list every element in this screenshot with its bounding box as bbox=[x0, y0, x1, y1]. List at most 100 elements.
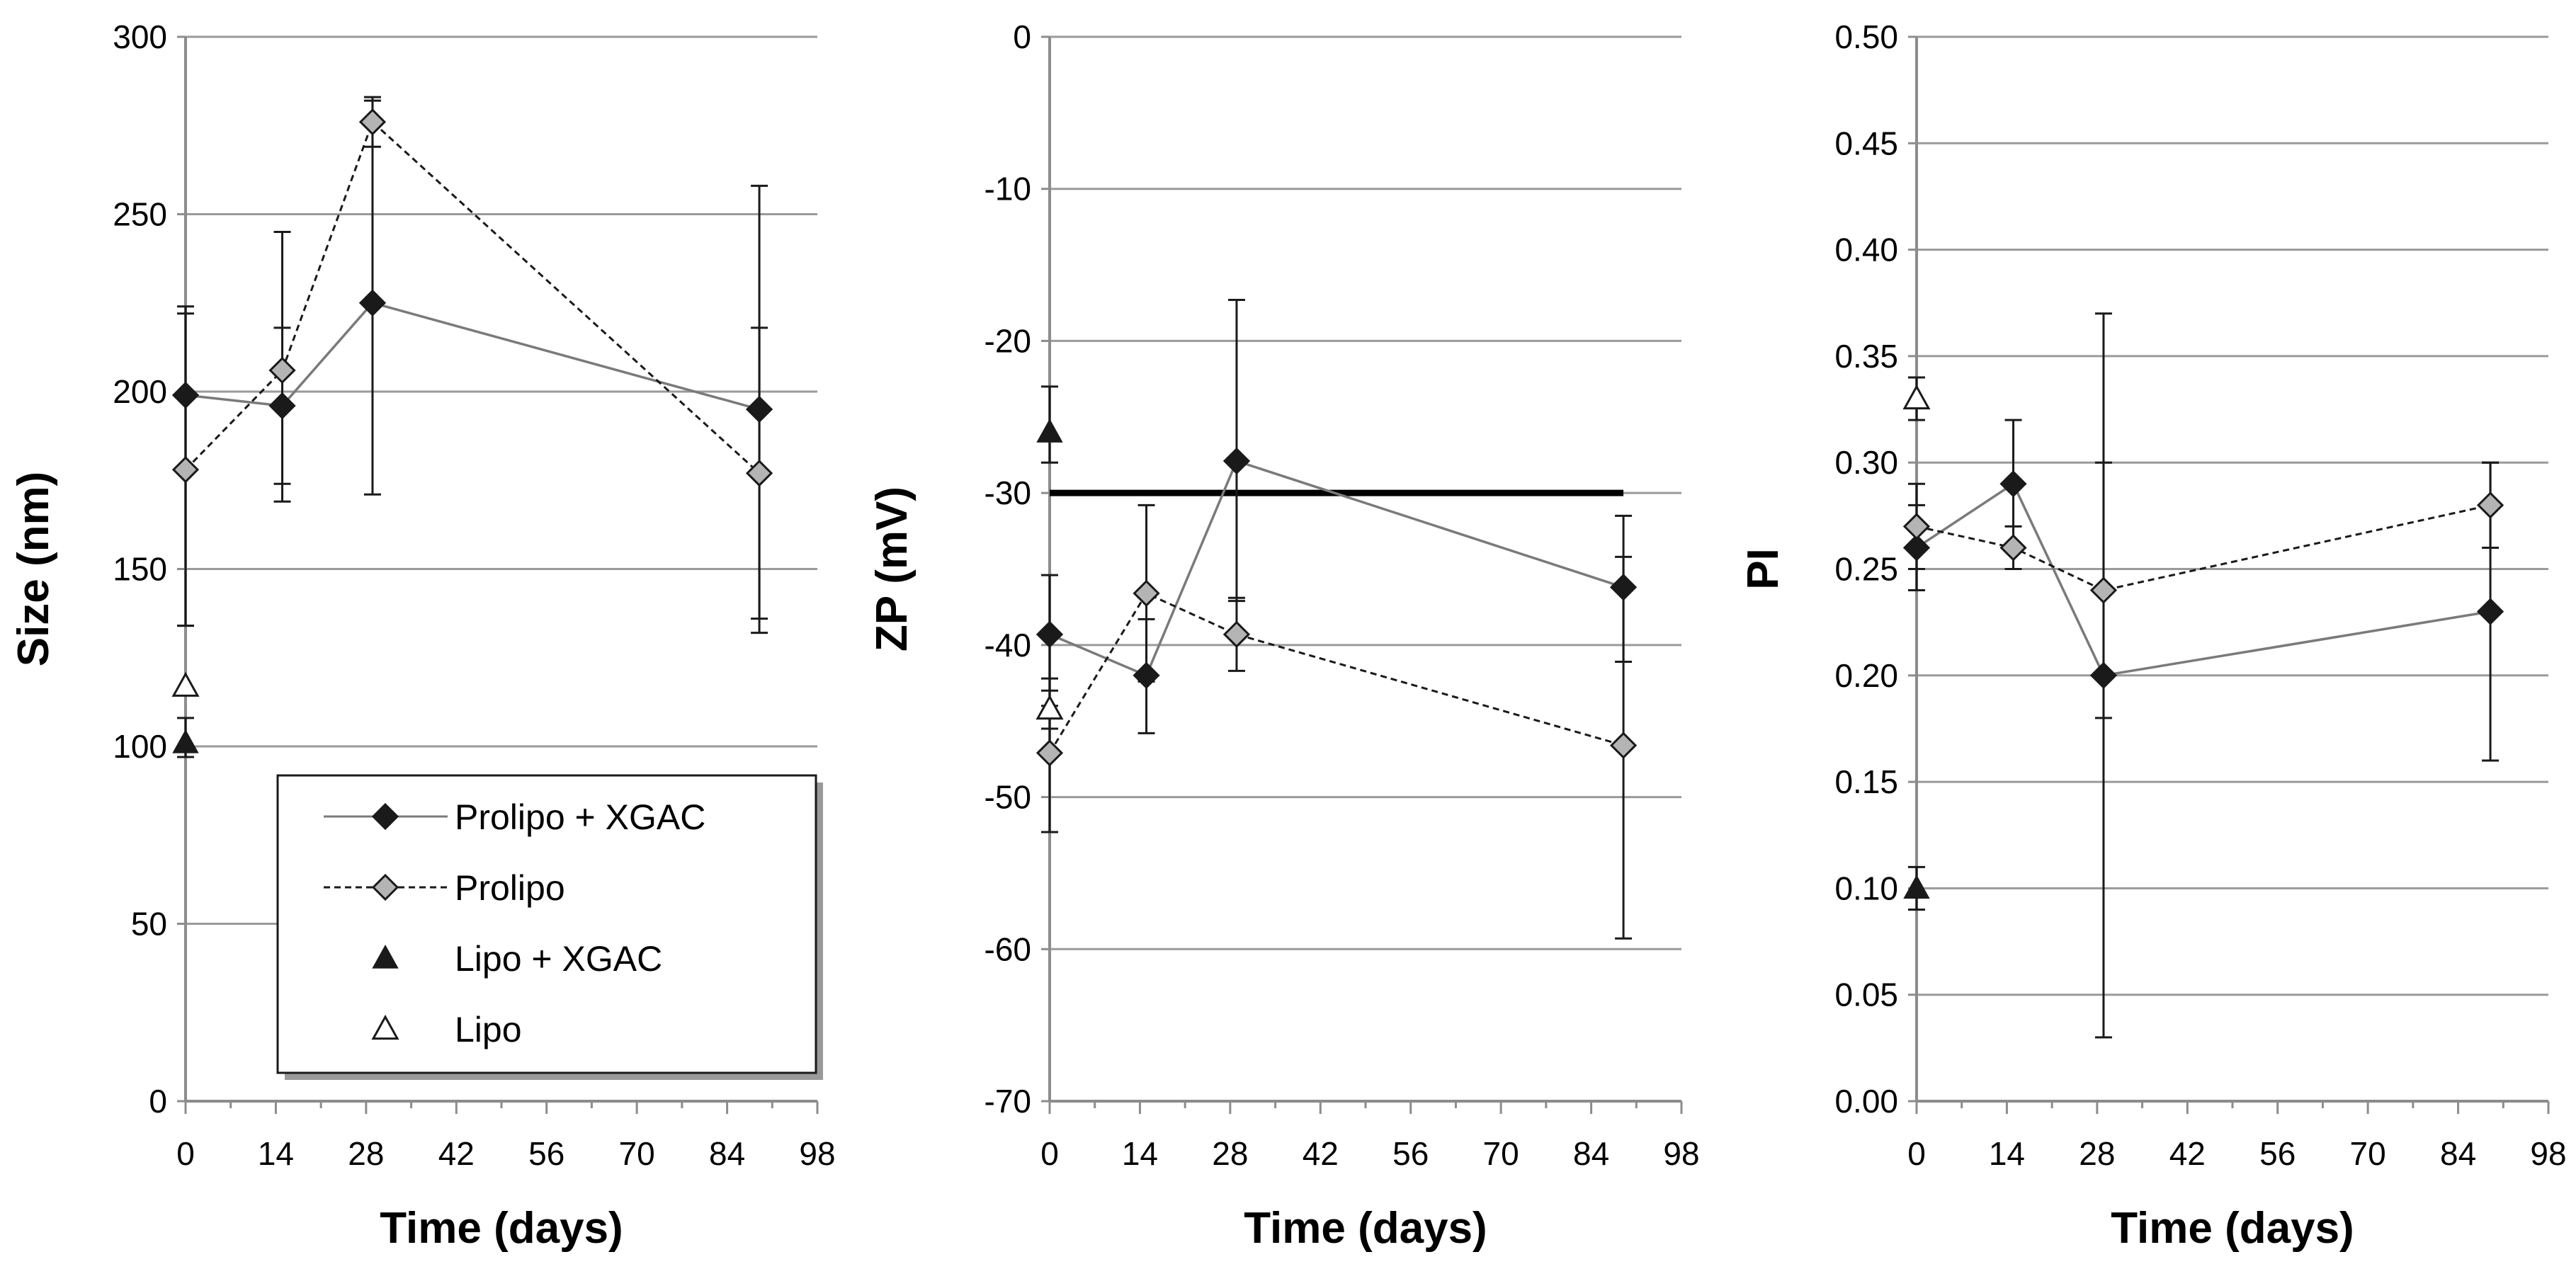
y-tick-label: 250 bbox=[113, 196, 167, 233]
y-tick-label: 0.05 bbox=[1834, 977, 1898, 1013]
chart-panel-size: 0 50 100 150 200 250 300 0 14 28 42 56 70 84 98 Time (d… bbox=[9, 18, 836, 1253]
series-prolipo bbox=[1035, 503, 1638, 940]
legend-marker bbox=[371, 1014, 399, 1040]
data-point bbox=[1902, 384, 1931, 410]
x-tick-label: 84 bbox=[1573, 1135, 1609, 1172]
data-point bbox=[2476, 598, 2504, 625]
data-point bbox=[745, 460, 773, 487]
y-axis-title: ZP (mV) bbox=[868, 486, 917, 651]
data-point bbox=[2476, 491, 2504, 519]
chart-panel-pi: 0.00 0.05 0.10 0.15 0.20 0.25 0.30 0.35 0.40 0.45… bbox=[1739, 18, 2567, 1253]
data-point bbox=[171, 456, 200, 484]
data-point bbox=[1035, 620, 1064, 648]
x-axis-title: Time (days) bbox=[1244, 1204, 1487, 1253]
series-lipo bbox=[171, 671, 200, 697]
y-tick-label: 0 bbox=[1013, 18, 1031, 55]
data-point bbox=[171, 671, 200, 697]
data-point bbox=[1133, 579, 1160, 607]
data-point bbox=[1036, 419, 1063, 443]
legend-label: Prolipo bbox=[455, 868, 565, 908]
legend-label: Prolipo + XGAC bbox=[455, 797, 705, 837]
data-point bbox=[1222, 620, 1251, 648]
y-axis-title: PI bbox=[1739, 548, 1788, 590]
series-prolipo bbox=[171, 96, 773, 627]
x-tick-label: 84 bbox=[709, 1135, 745, 1172]
x-tick-label: 42 bbox=[2169, 1135, 2206, 1172]
series-lipo bbox=[1035, 689, 1064, 730]
x-tick-label: 98 bbox=[1663, 1135, 1699, 1172]
series-line bbox=[1048, 591, 1624, 754]
y-tick-label: 0.20 bbox=[1834, 657, 1898, 694]
legend-marker bbox=[371, 873, 399, 901]
x-tick-label: 98 bbox=[2530, 1135, 2566, 1172]
x-tick-label: 70 bbox=[619, 1135, 655, 1172]
x-tick-label: 70 bbox=[1483, 1135, 1519, 1172]
data-point bbox=[358, 108, 387, 136]
x-tick-label: 0 bbox=[1907, 1135, 1926, 1172]
x-tick-label: 56 bbox=[1392, 1135, 1429, 1172]
x-tick-label: 28 bbox=[1212, 1135, 1248, 1172]
series-line bbox=[184, 120, 761, 474]
y-tick-label: 0.00 bbox=[1834, 1083, 1898, 1120]
legend-label: Lipo + XGAC bbox=[455, 939, 662, 979]
series-line bbox=[185, 301, 760, 411]
y-tick-label: 0.45 bbox=[1834, 125, 1898, 161]
data-point bbox=[268, 356, 296, 385]
chart-panel-zp: -70 -60 -50 -40 -30 -20 -10 0 0 14 28 42 56 70 84 98 Tim… bbox=[868, 18, 1700, 1253]
y-tick-label: -20 bbox=[985, 322, 1031, 359]
y-tick-label: -50 bbox=[985, 779, 1031, 816]
y-tick-label: 50 bbox=[131, 906, 167, 943]
x-tick-label: 14 bbox=[1989, 1135, 2025, 1172]
x-tick-label: 70 bbox=[2350, 1135, 2386, 1172]
y-tick-label: -70 bbox=[985, 1083, 1031, 1120]
y-tick-label: 300 bbox=[113, 18, 167, 55]
data-point bbox=[1609, 732, 1638, 759]
y-tick-label: -40 bbox=[985, 627, 1031, 664]
series-lipo_xgac bbox=[172, 717, 199, 758]
y-tick-label: 0.40 bbox=[1834, 232, 1898, 268]
series-lipo bbox=[1902, 376, 1931, 421]
x-tick-label: 98 bbox=[799, 1135, 835, 1172]
legend-marker bbox=[371, 802, 399, 831]
legend-label: Lipo bbox=[455, 1010, 522, 1049]
y-tick-label: 0 bbox=[149, 1083, 167, 1120]
y-tick-label: -10 bbox=[985, 171, 1031, 207]
data-point bbox=[172, 729, 199, 753]
data-point bbox=[1999, 470, 2027, 498]
data-point bbox=[1902, 513, 1931, 540]
y-tick-label: 0.30 bbox=[1834, 444, 1898, 481]
x-tick-label: 14 bbox=[1122, 1135, 1158, 1172]
data-point bbox=[358, 289, 387, 317]
legend-box bbox=[276, 774, 817, 1074]
series-line bbox=[1916, 482, 2491, 677]
y-tick-label: 0.35 bbox=[1834, 338, 1898, 375]
data-point bbox=[2089, 576, 2118, 604]
series-line bbox=[1916, 503, 2491, 592]
series-line bbox=[1049, 459, 1624, 678]
y-tick-label: 0.10 bbox=[1834, 870, 1898, 906]
y-tick-label: -30 bbox=[985, 474, 1031, 511]
data-point bbox=[1999, 534, 2027, 562]
x-tick-label: 42 bbox=[438, 1135, 475, 1172]
data-point bbox=[1222, 447, 1251, 475]
x-tick-label: 14 bbox=[258, 1135, 294, 1172]
y-axis-title: Size (nm) bbox=[9, 472, 58, 667]
y-tick-label: 0.25 bbox=[1834, 551, 1898, 588]
y-tick-label: -60 bbox=[985, 931, 1031, 967]
y-tick-label: 150 bbox=[113, 551, 167, 588]
x-tick-label: 42 bbox=[1303, 1135, 1339, 1172]
x-tick-label: 28 bbox=[2079, 1135, 2115, 1172]
x-tick-label: 84 bbox=[2440, 1135, 2476, 1172]
y-tick-label: 0.15 bbox=[1834, 763, 1898, 800]
series-prolipo_xgac bbox=[1035, 298, 1638, 734]
legend: Prolipo + XGAC Prolipo Lipo + XGAC Lipo bbox=[276, 774, 823, 1080]
x-axis-title: Time (days) bbox=[380, 1204, 623, 1253]
series-lipo_xgac bbox=[1036, 385, 1063, 464]
y-tick-label: 0.50 bbox=[1834, 18, 1898, 55]
legend-marker bbox=[372, 944, 399, 969]
series-lipo_xgac bbox=[1903, 865, 1930, 911]
x-tick-label: 0 bbox=[176, 1135, 195, 1172]
x-tick-label: 56 bbox=[2259, 1135, 2296, 1172]
data-point bbox=[1903, 875, 1930, 899]
